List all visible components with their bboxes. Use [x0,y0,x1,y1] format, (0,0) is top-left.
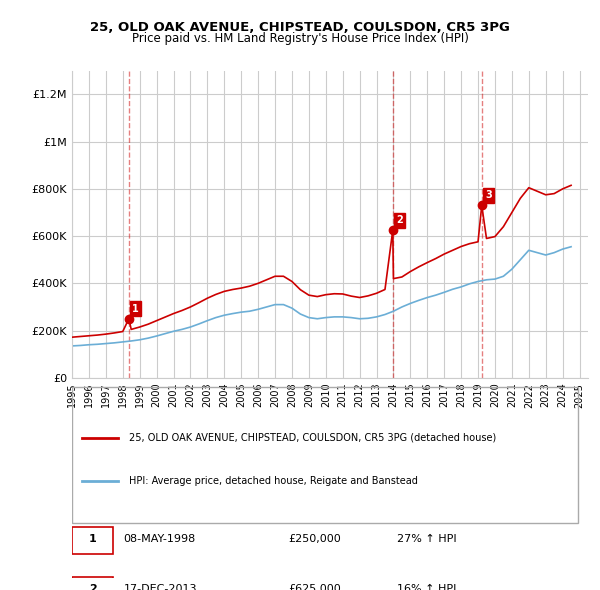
Text: £250,000: £250,000 [289,534,341,544]
Text: 27% ↑ HPI: 27% ↑ HPI [397,534,457,544]
Text: HPI: Average price, detached house, Reigate and Banstead: HPI: Average price, detached house, Reig… [129,476,418,486]
Text: 2: 2 [89,584,97,590]
Text: 3: 3 [485,191,492,201]
Text: 25, OLD OAK AVENUE, CHIPSTEAD, COULSDON, CR5 3PG: 25, OLD OAK AVENUE, CHIPSTEAD, COULSDON,… [90,21,510,34]
Text: 1: 1 [89,534,97,544]
Text: Price paid vs. HM Land Registry's House Price Index (HPI): Price paid vs. HM Land Registry's House … [131,32,469,45]
Text: 08-MAY-1998: 08-MAY-1998 [124,534,196,544]
Text: 16% ↑ HPI: 16% ↑ HPI [397,584,457,590]
Text: 2: 2 [396,215,403,225]
Text: 1: 1 [132,304,139,314]
Text: 25, OLD OAK AVENUE, CHIPSTEAD, COULSDON, CR5 3PG (detached house): 25, OLD OAK AVENUE, CHIPSTEAD, COULSDON,… [129,432,496,442]
Text: £625,000: £625,000 [289,584,341,590]
Text: 17-DEC-2013: 17-DEC-2013 [124,584,197,590]
